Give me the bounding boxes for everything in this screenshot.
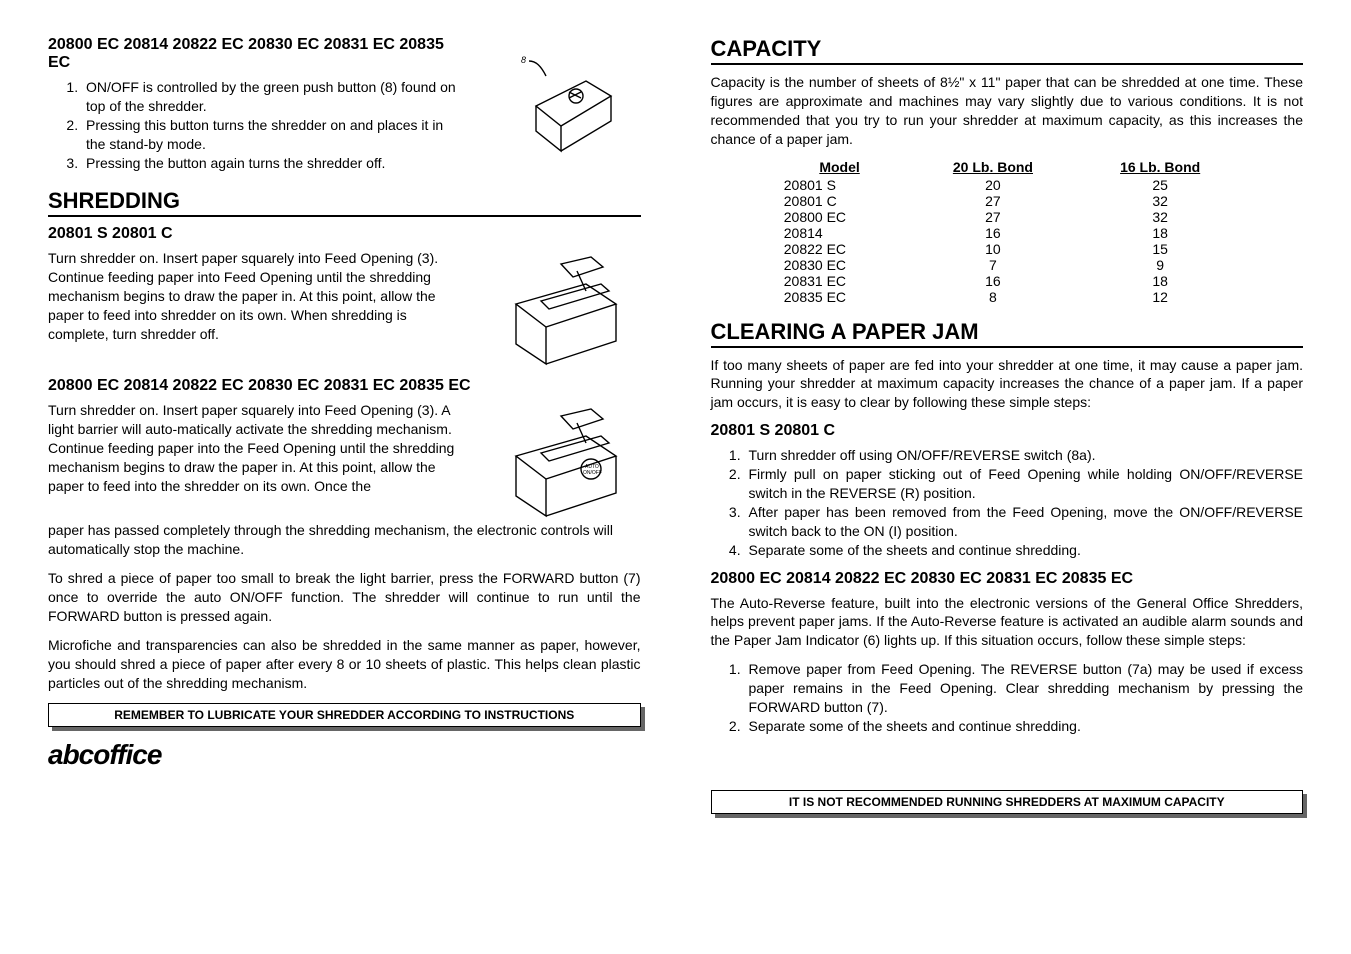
capacity-col-16lb: 16 Lb. Bond [1077, 159, 1244, 177]
jam-sc-models: 20801 S 20801 C [711, 422, 1304, 440]
jam-ec-step-2: Separate some of the sheets and continue… [745, 717, 1304, 736]
cap-model: 20801 S [770, 177, 910, 193]
shredding-ec-body-c: To shred a piece of paper too small to b… [48, 569, 641, 626]
jam-sc-step-3: After paper has been removed from the Fe… [745, 503, 1304, 541]
table-row: 20801 C 27 32 [770, 193, 1244, 209]
cap-20lb: 16 [909, 273, 1076, 289]
shredding-heading: SHREDDING [48, 188, 641, 217]
left-column: 20800 EC 20814 20822 EC 20830 EC 20831 E… [48, 36, 641, 930]
cap-model: 20800 EC [770, 209, 910, 225]
capacity-table-header-row: Model 20 Lb. Bond 16 Lb. Bond [770, 159, 1244, 177]
capacity-body: Capacity is the number of sheets of 8½" … [711, 73, 1304, 149]
shredding-sc-block: Turn shredder on. Insert paper squarely … [48, 249, 641, 369]
jam-sc-list: Turn shredder off using ON/OFF/REVERSE s… [711, 446, 1304, 559]
table-row: 20801 S 20 25 [770, 177, 1244, 193]
cap-20lb: 27 [909, 193, 1076, 209]
cap-model: 20830 EC [770, 257, 910, 273]
table-row: 20800 EC 27 32 [770, 209, 1244, 225]
table-row: 20835 EC 8 12 [770, 289, 1244, 305]
capacity-col-20lb: 20 Lb. Bond [909, 159, 1076, 177]
onoff-step-1: ON/OFF is controlled by the green push b… [82, 78, 463, 116]
onoff-model-heading: 20800 EC 20814 20822 EC 20830 EC 20831 E… [48, 36, 463, 72]
cap-16lb: 12 [1077, 289, 1244, 305]
jam-ec-body: The Auto-Reverse feature, built into the… [711, 594, 1304, 651]
table-row: 20814 16 18 [770, 225, 1244, 241]
capacity-heading: CAPACITY [711, 36, 1304, 65]
jam-sc-step-2: Firmly pull on paper sticking out of Fee… [745, 465, 1304, 503]
table-row: 20831 EC 16 18 [770, 273, 1244, 289]
shredding-ec-body-d: Microfiche and transparencies can also b… [48, 636, 641, 693]
paper-jam-heading: CLEARING A PAPER JAM [711, 319, 1304, 348]
shredding-ec-body-b: paper has passed completely through the … [48, 521, 641, 559]
cap-model: 20835 EC [770, 289, 910, 305]
jam-sc-step-1: Turn shredder off using ON/OFF/REVERSE s… [745, 446, 1304, 465]
shredding-ec-body-a: Turn shredder on. Insert paper squarely … [48, 401, 463, 495]
jam-ec-step-1: Remove paper from Feed Opening. The REVE… [745, 660, 1304, 717]
capacity-table: Model 20 Lb. Bond 16 Lb. Bond 20801 S 20… [770, 159, 1244, 305]
svg-text:ON/OFF: ON/OFF [583, 470, 602, 476]
capacity-col-model: Model [770, 159, 910, 177]
shredding-ec-models: 20800 EC 20814 20822 EC 20830 EC 20831 E… [48, 377, 641, 395]
cap-16lb: 18 [1077, 225, 1244, 241]
shredder-insert-illustration-1 [491, 249, 631, 369]
paper-jam-intro: If too many sheets of paper are fed into… [711, 356, 1304, 413]
shredder-button-illustration: 8 [491, 36, 631, 156]
cap-16lb: 18 [1077, 273, 1244, 289]
right-column: CAPACITY Capacity is the number of sheet… [711, 36, 1304, 930]
max-capacity-warning-box: IT IS NOT RECOMMENDED RUNNING SHREDDERS … [711, 790, 1304, 814]
onoff-block: 20800 EC 20814 20822 EC 20830 EC 20831 E… [48, 36, 641, 182]
shredding-sc-body: Turn shredder on. Insert paper squarely … [48, 249, 463, 343]
lubricate-reminder-box: REMEMBER TO LUBRICATE YOUR SHREDDER ACCO… [48, 703, 641, 727]
cap-16lb: 25 [1077, 177, 1244, 193]
onoff-step-3: Pressing the button again turns the shre… [82, 154, 463, 173]
brand-footer: abcoffice [48, 739, 641, 771]
cap-16lb: 15 [1077, 241, 1244, 257]
jam-ec-models: 20800 EC 20814 20822 EC 20830 EC 20831 E… [711, 570, 1304, 588]
jam-ec-list: Remove paper from Feed Opening. The REVE… [711, 660, 1304, 736]
cap-20lb: 20 [909, 177, 1076, 193]
cap-model: 20814 [770, 225, 910, 241]
cap-model: 20822 EC [770, 241, 910, 257]
shredding-sc-models: 20801 S 20801 C [48, 225, 641, 243]
cap-16lb: 32 [1077, 193, 1244, 209]
shredding-ec-block: Turn shredder on. Insert paper squarely … [48, 401, 641, 521]
cap-20lb: 7 [909, 257, 1076, 273]
table-row: 20830 EC 7 9 [770, 257, 1244, 273]
onoff-step-2: Pressing this button turns the shredder … [82, 116, 463, 154]
cap-20lb: 16 [909, 225, 1076, 241]
cap-20lb: 27 [909, 209, 1076, 225]
cap-16lb: 32 [1077, 209, 1244, 225]
cap-model: 20801 C [770, 193, 910, 209]
shredder-insert-illustration-2: AUTO ON/OFF [491, 401, 631, 521]
cap-20lb: 8 [909, 289, 1076, 305]
jam-sc-step-4: Separate some of the sheets and continue… [745, 541, 1304, 560]
cap-model: 20831 EC [770, 273, 910, 289]
onoff-list: ON/OFF is controlled by the green push b… [48, 78, 463, 172]
cap-16lb: 9 [1077, 257, 1244, 273]
svg-text:8: 8 [521, 55, 526, 65]
cap-20lb: 10 [909, 241, 1076, 257]
table-row: 20822 EC 10 15 [770, 241, 1244, 257]
